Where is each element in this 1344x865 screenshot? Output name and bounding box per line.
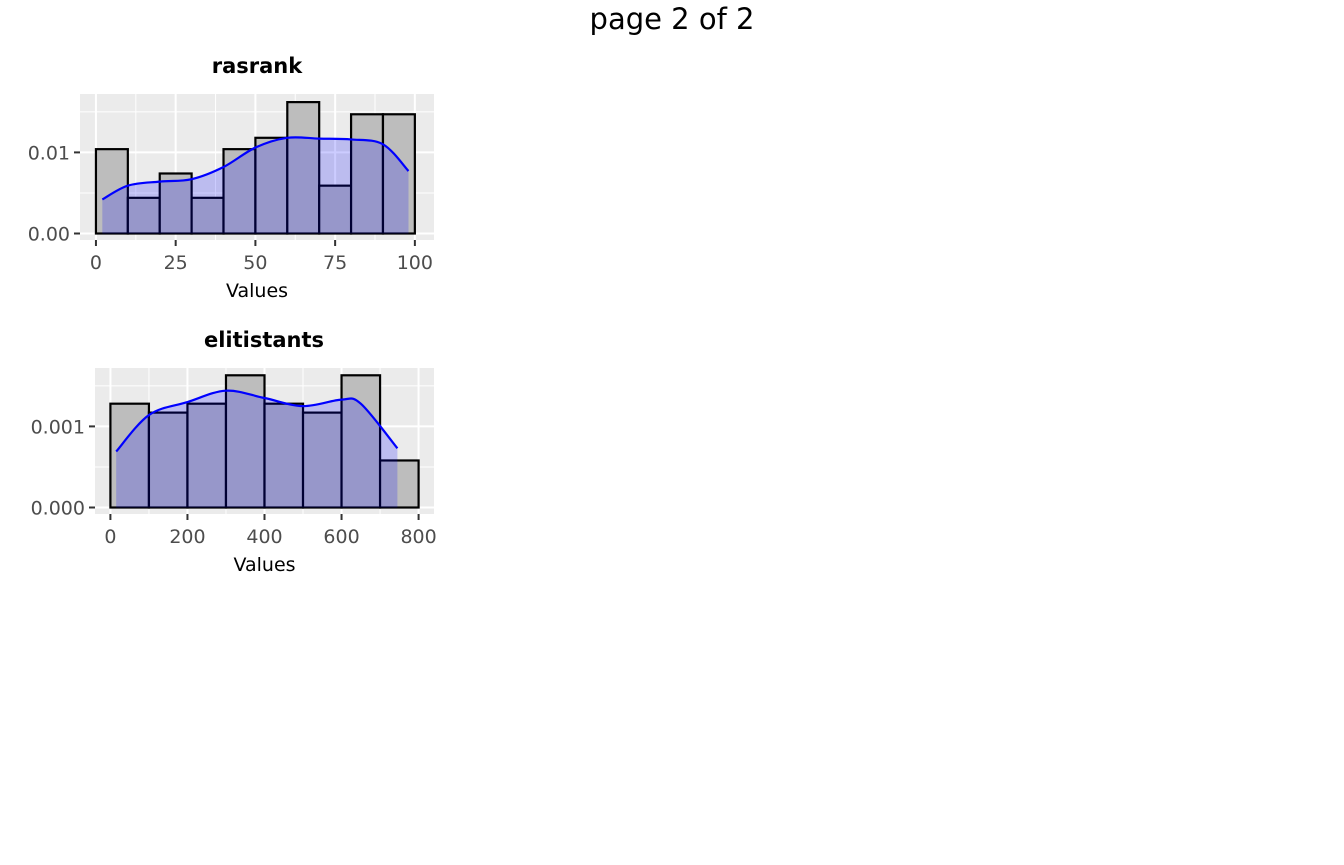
rasrank-histogram-chart: rasrank 0.00 0.01 0 25 50 75 100 Values bbox=[28, 54, 434, 302]
rasrank-x-tick-label: 75 bbox=[323, 252, 347, 274]
rasrank-histogram-bar bbox=[158, 172, 193, 235]
rasrank-density-line bbox=[101, 136, 410, 201]
elitistants-y-tick-label: 0.000 bbox=[31, 498, 85, 520]
elitistants-histogram-bar bbox=[378, 459, 420, 509]
rasrank-x-tick-label: 0 bbox=[90, 252, 102, 274]
elitistants-histogram-chart: elitistants 0.000 0.001 0 200 400 600 800 Values bbox=[31, 328, 437, 576]
elitistants-y-tick-label: 0.001 bbox=[31, 416, 85, 438]
elitistants-histogram-bar bbox=[147, 411, 189, 509]
rasrank-histogram-bar bbox=[286, 101, 321, 235]
elitistants-histogram-bar bbox=[186, 402, 228, 509]
rasrank-y-tick-label: 0.01 bbox=[28, 142, 70, 164]
rasrank-histogram-bar bbox=[126, 196, 161, 235]
elitistants-x-tick-label: 400 bbox=[246, 526, 282, 548]
elitistants-x-tick-label: 800 bbox=[400, 526, 436, 548]
elitistants-density-area bbox=[116, 390, 398, 508]
rasrank-chart-title: rasrank bbox=[212, 54, 304, 78]
elitistants-x-tick-label: 0 bbox=[104, 526, 116, 548]
rasrank-histogram-bar bbox=[381, 113, 416, 235]
page-title: page 2 of 2 bbox=[589, 2, 755, 36]
rasrank-x-axis-label: Values bbox=[226, 280, 288, 302]
rasrank-x-tick-label: 25 bbox=[164, 252, 188, 274]
rasrank-histogram-bar bbox=[94, 148, 129, 235]
elitistants-density-line bbox=[115, 389, 399, 453]
rasrank-histogram-bar bbox=[318, 184, 353, 235]
rasrank-histogram-bar bbox=[349, 113, 385, 235]
elitistants-chart-title: elitistants bbox=[204, 328, 324, 352]
elitistants-histogram-bar bbox=[301, 411, 343, 509]
elitistants-x-axis-label: Values bbox=[233, 554, 295, 576]
elitistants-histogram-bar bbox=[263, 402, 305, 509]
elitistants-histogram-bar bbox=[224, 374, 266, 509]
elitistants-histogram-bar bbox=[340, 374, 382, 509]
elitistants-x-tick-label: 600 bbox=[323, 526, 359, 548]
elitistants-x-tick-label: 200 bbox=[169, 526, 205, 548]
rasrank-density-area bbox=[102, 137, 409, 234]
rasrank-x-tick-label: 100 bbox=[397, 252, 433, 274]
rasrank-x-tick-label: 50 bbox=[243, 252, 267, 274]
rasrank-y-tick-label: 0.00 bbox=[28, 224, 70, 246]
